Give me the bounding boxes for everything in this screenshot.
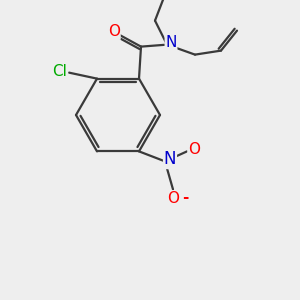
Text: O: O (167, 191, 179, 206)
Text: N: N (165, 35, 177, 50)
Text: -: - (182, 190, 188, 205)
Text: Cl: Cl (52, 64, 68, 79)
Text: N: N (164, 150, 176, 168)
Text: O: O (188, 142, 200, 157)
Text: O: O (108, 24, 120, 39)
